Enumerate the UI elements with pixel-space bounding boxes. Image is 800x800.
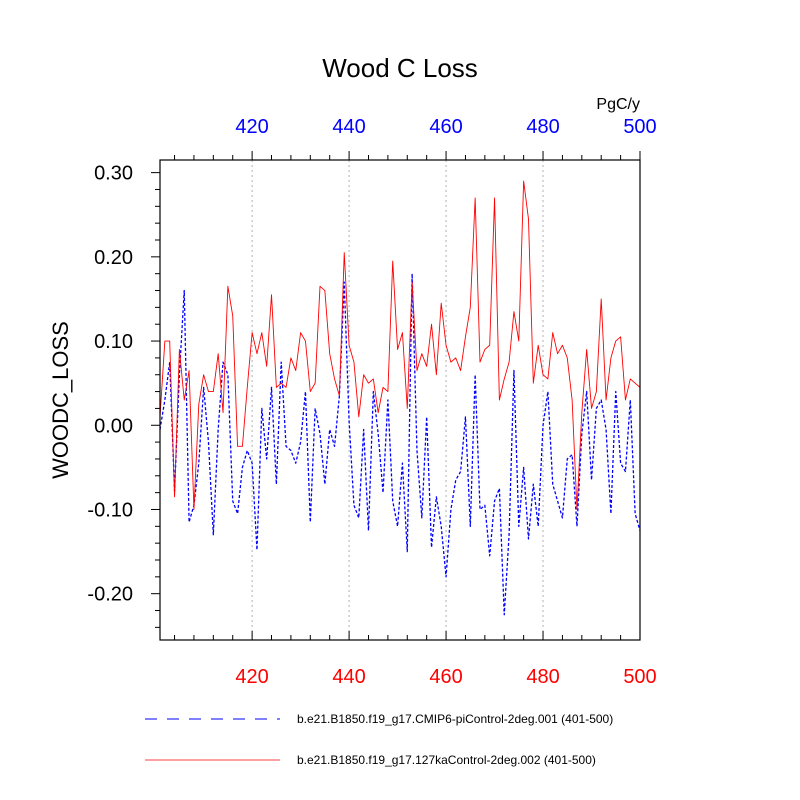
plot-frame (159, 159, 641, 641)
x-tick-label-top-460: 460 (429, 116, 462, 138)
x-tick-label-bottom-480: 480 (526, 666, 559, 688)
series-line-0 (159, 273, 641, 616)
y-tick-label-5: -0.20 (87, 584, 133, 606)
legend-label-piControl: b.e21.B1850.f19_g17.CMIP6-piControl-2deg… (297, 712, 613, 726)
legend-label-127kaControl: b.e21.B1850.f19_g17.127kaControl-2deg.00… (297, 753, 596, 767)
series-line-1 (159, 180, 641, 510)
x-tick-label-top-500: 500 (623, 116, 656, 138)
y-tick-label-1: 0.20 (94, 247, 133, 269)
axis-ticks: 420 420 440 440 460 460 480 480 500 500 0.30 0.20 0.… (87, 116, 656, 688)
x-tick-label-top-420: 420 (235, 116, 268, 138)
y-tick-label-4: -0.10 (87, 499, 133, 521)
y-axis-label: WOODC_LOSS (48, 321, 73, 479)
y-tick-label-2: 0.10 (94, 331, 133, 353)
series-layer (159, 180, 641, 616)
x-tick-label-top-440: 440 (332, 116, 365, 138)
y-tick-label-3: 0.00 (94, 415, 133, 437)
units-label: PgC/y (596, 96, 640, 113)
chart-title: Wood C Loss (322, 53, 478, 83)
x-tick-label-bottom-500: 500 (623, 666, 656, 688)
x-tick-label-bottom-420: 420 (235, 666, 268, 688)
y-tick-label-0: 0.30 (94, 163, 133, 185)
x-tick-label-bottom-440: 440 (332, 666, 365, 688)
x-tick-label-bottom-460: 460 (429, 666, 462, 688)
x-tick-label-top-480: 480 (526, 116, 559, 138)
legend: b.e21.B1850.f19_g17.CMIP6-piControl-2deg… (145, 712, 613, 767)
grid (251, 160, 544, 640)
